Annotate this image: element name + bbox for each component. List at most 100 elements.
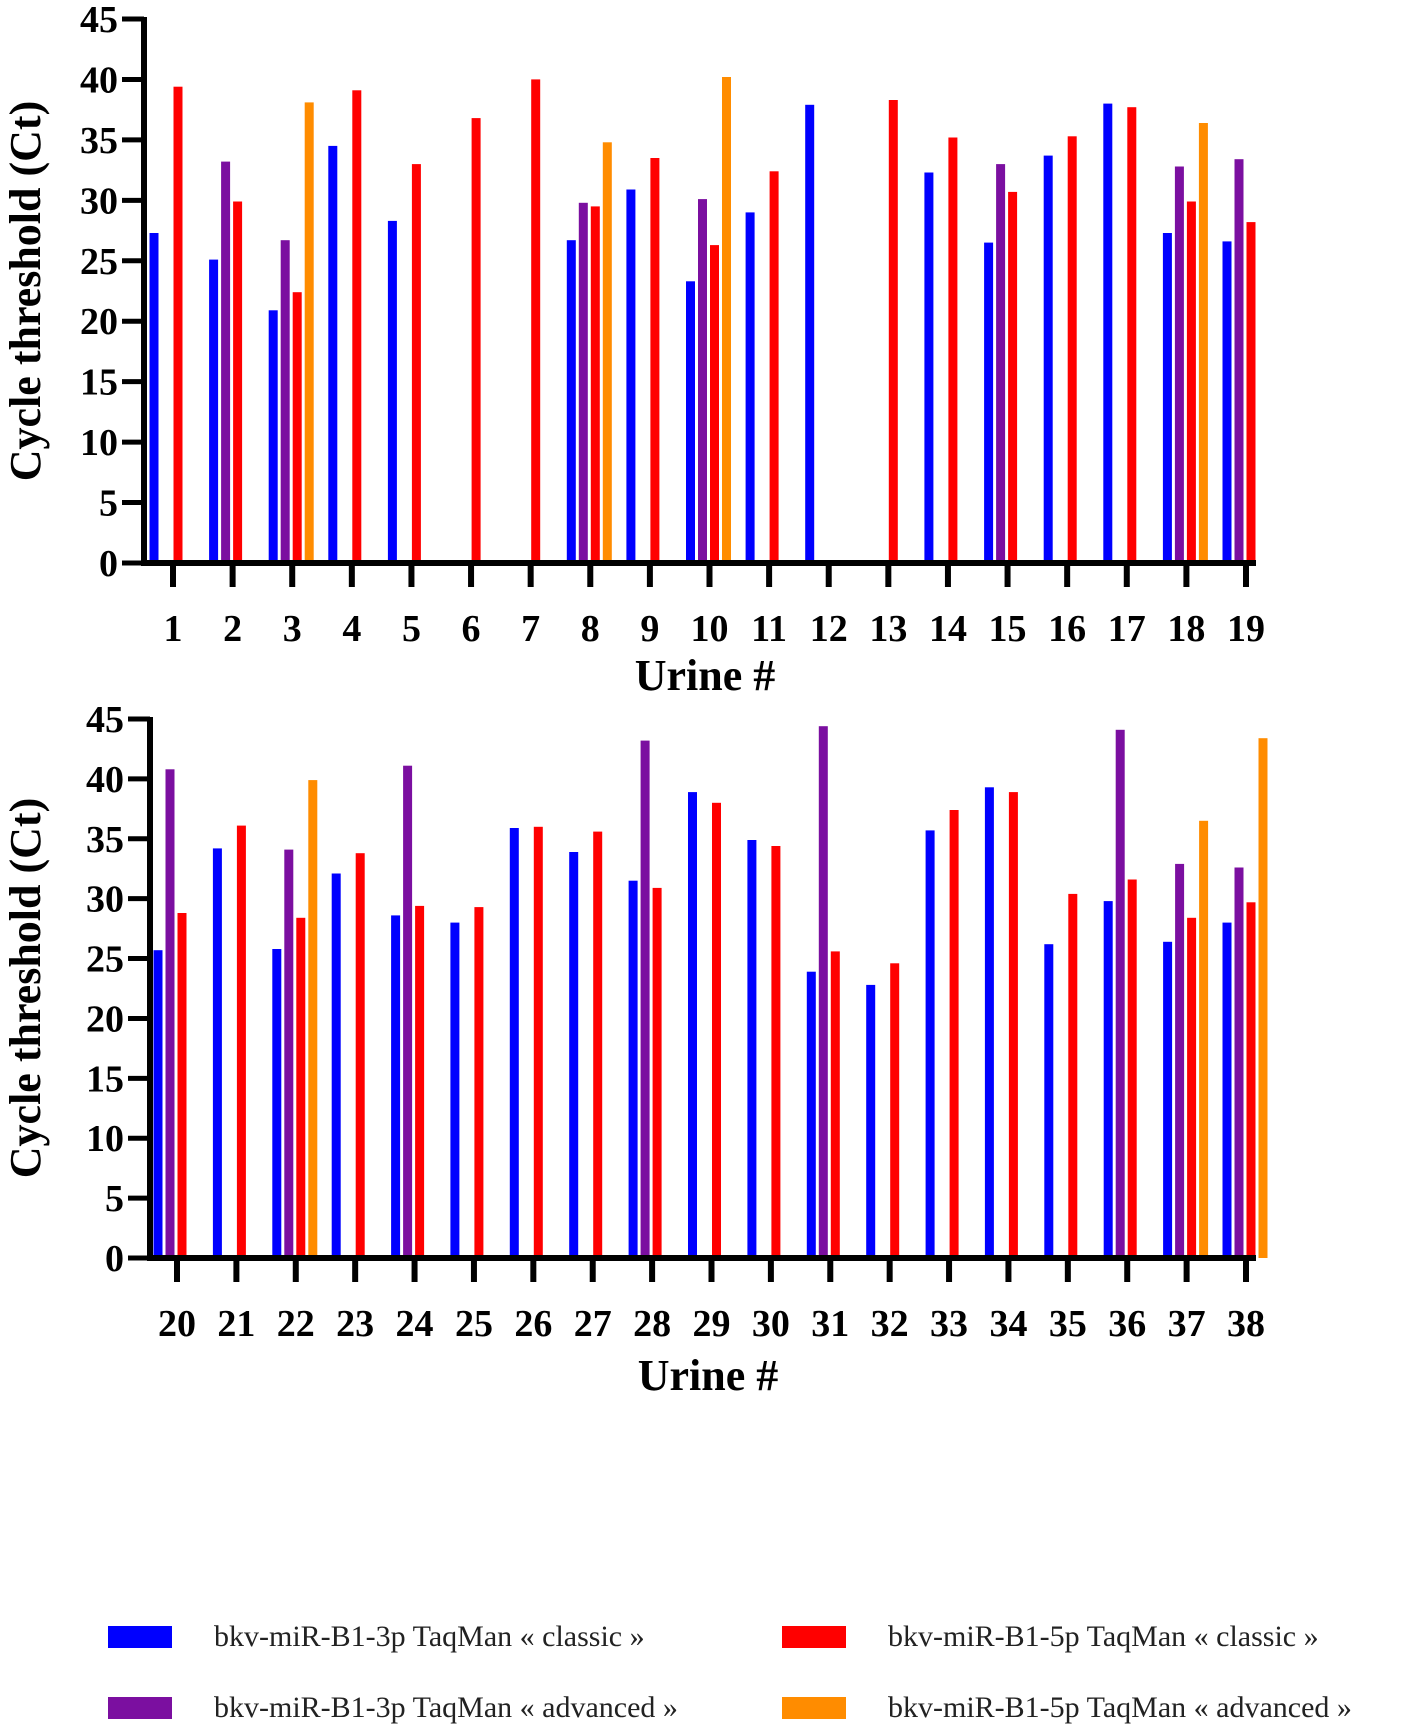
chart2-x-tick-label-22: 22 — [277, 1303, 315, 1345]
chart2-bar-s3-36 — [1127, 879, 1137, 1258]
chart1-bar-s4-18 — [1198, 123, 1208, 563]
chart2-x-tick-label-25: 25 — [455, 1303, 493, 1345]
chart2-bar-s2-36 — [1115, 729, 1125, 1258]
chart1-y-tick-label-35: 35 — [80, 120, 118, 162]
chart2-bar-s1-34 — [984, 787, 994, 1258]
chart1-bar-s3-8 — [590, 206, 600, 563]
chart2-bar-s3-20 — [177, 913, 187, 1258]
chart1-x-tick-label-8: 8 — [581, 608, 600, 650]
chart2-bar-s1-29 — [688, 792, 697, 1258]
chart2-x-tick-label-28: 28 — [633, 1303, 671, 1345]
chart1-bar-s1-5 — [387, 220, 397, 563]
chart2-x-tick-label-37: 37 — [1168, 1303, 1206, 1345]
chart2-bar-s4-37 — [1199, 820, 1209, 1258]
legend-swatch-5p-classic — [782, 1626, 846, 1648]
chart1-bar-s1-10 — [686, 281, 695, 563]
chart1-x-tick-label-9: 9 — [640, 608, 659, 650]
chart1-bar-s1-9 — [626, 189, 636, 563]
chart1-x-tick-label-16: 16 — [1048, 608, 1086, 650]
chart1-bar-s3-10 — [710, 245, 719, 563]
chart1-y-tick-label-10: 10 — [80, 422, 118, 464]
chart1-bar-s3-2 — [233, 201, 243, 563]
chart2-bar-s1-36 — [1103, 901, 1113, 1258]
chart2-bar-s1-26 — [509, 828, 519, 1258]
chart1-bar-s1-12 — [805, 104, 815, 564]
chart2-x-tick-label-33: 33 — [930, 1303, 968, 1345]
chart2-bar-s2-38 — [1234, 867, 1244, 1258]
chart2-y-axis-label: Cycle threshold (Ct) — [1, 798, 50, 1178]
chart2-bar-s1-27 — [569, 852, 579, 1258]
legend-swatch-5p-advanced — [782, 1697, 846, 1719]
legend-item-5p-classic: bkv-miR-B1-5p TaqMan « classic » — [782, 1620, 1319, 1654]
chart1-x-tick-label-17: 17 — [1108, 608, 1146, 650]
legend-label-5p-advanced: bkv-miR-B1-5p TaqMan « advanced » — [888, 1691, 1352, 1724]
chart2-bar-s1-28 — [628, 880, 638, 1258]
chart2-bar-s3-34 — [1008, 792, 1018, 1258]
chart1-y-tick-label-0: 0 — [99, 543, 118, 585]
chart1-y-tick-label-30: 30 — [80, 180, 118, 222]
chart1-y-tick-label-45: 45 — [80, 0, 118, 41]
chart2-y-tick-label-30: 30 — [86, 879, 124, 921]
chart2-x-tick-label-29: 29 — [693, 1303, 731, 1345]
chart2-y-tick-label-10: 10 — [86, 1118, 124, 1160]
chart1-x-tick-label-3: 3 — [283, 608, 302, 650]
chart1-bar-s3-19 — [1246, 222, 1256, 563]
chart2-bar-s3-22 — [296, 917, 306, 1258]
chart2-bar-s1-25 — [450, 922, 460, 1258]
chart1-bar-s4-8 — [602, 142, 612, 564]
chart2-bar-s3-31 — [830, 951, 840, 1258]
chart1-bar-s3-16 — [1067, 136, 1077, 564]
chart1-bar-s3-17 — [1127, 107, 1137, 563]
chart1-bar-s2-10 — [698, 199, 707, 563]
chart1-bar-s1-16 — [1043, 155, 1053, 563]
chart1-y-axis-label: Cycle threshold (Ct) — [1, 101, 50, 481]
chart2-bar-s1-33 — [925, 830, 935, 1258]
chart2-y-tick-label-20: 20 — [86, 998, 124, 1040]
chart2-x-tick-label-30: 30 — [752, 1303, 790, 1345]
chart2-bar-s3-26 — [533, 826, 543, 1258]
chart2-bar-s1-31 — [806, 971, 816, 1258]
chart1-bar-s3-1 — [173, 86, 183, 563]
chart1-bar-s3-15 — [1008, 191, 1018, 563]
chart2-bar-s2-37 — [1175, 863, 1185, 1258]
chart1-bar-s1-11 — [745, 212, 755, 563]
chart1-bar-s2-19 — [1234, 159, 1244, 563]
chart1-bar-s4-3 — [304, 102, 314, 564]
chart2-bar-s3-33 — [949, 810, 959, 1258]
chart2-x-tick-label-38: 38 — [1227, 1303, 1265, 1345]
chart2-y-tick-label-0: 0 — [105, 1238, 124, 1280]
chart2-bar-s4-38 — [1258, 738, 1268, 1258]
chart2-bar-s3-21 — [236, 825, 246, 1258]
chart1-y-tick-label-15: 15 — [80, 362, 118, 404]
chart1-y-tick-label-20: 20 — [80, 301, 118, 343]
chart1-bar-s1-19 — [1222, 241, 1232, 563]
chart1-bar-s3-5 — [411, 164, 421, 563]
chart2-bar-s1-30 — [747, 840, 757, 1258]
chart1-x-tick-label-13: 13 — [869, 608, 907, 650]
chart1-x-tick-label-5: 5 — [402, 608, 421, 650]
chart1-bar-s1-14 — [924, 172, 934, 563]
chart1-x-axis-label: Urine # — [635, 651, 776, 700]
chart1-bar-s1-17 — [1103, 103, 1113, 563]
chart2-bar-s3-35 — [1068, 893, 1078, 1258]
legend-label-3p-classic: bkv-miR-B1-3p TaqMan « classic » — [214, 1620, 645, 1653]
chart2-bar-s1-20 — [153, 950, 163, 1258]
chart1-x-tick-label-14: 14 — [929, 608, 967, 650]
chart1-bar-s3-7 — [531, 79, 541, 564]
chart2-x-tick-label-32: 32 — [871, 1303, 909, 1345]
chart2-y-tick-label-40: 40 — [86, 759, 124, 801]
chart1-bar-s2-15 — [996, 164, 1006, 563]
chart2-x-tick-label-20: 20 — [158, 1303, 196, 1345]
chart2-y-tick-label-35: 35 — [86, 819, 124, 861]
chart1-x-tick-label-1: 1 — [164, 608, 183, 650]
chart2-bar-s2-22 — [284, 849, 294, 1258]
chart2-bar-s1-21 — [212, 848, 222, 1258]
chart1-x-tick-label-6: 6 — [462, 608, 481, 650]
chart2-bar-s3-25 — [474, 907, 484, 1258]
chart2-x-tick-label-36: 36 — [1108, 1303, 1146, 1345]
chart2-bar-s2-31 — [818, 726, 828, 1258]
chart2-y-tick-label-45: 45 — [86, 699, 124, 741]
chart2-bar-s1-35 — [1044, 944, 1054, 1258]
chart1-x-tick-label-11: 11 — [751, 608, 787, 650]
chart2-bar-s2-24 — [403, 765, 413, 1258]
